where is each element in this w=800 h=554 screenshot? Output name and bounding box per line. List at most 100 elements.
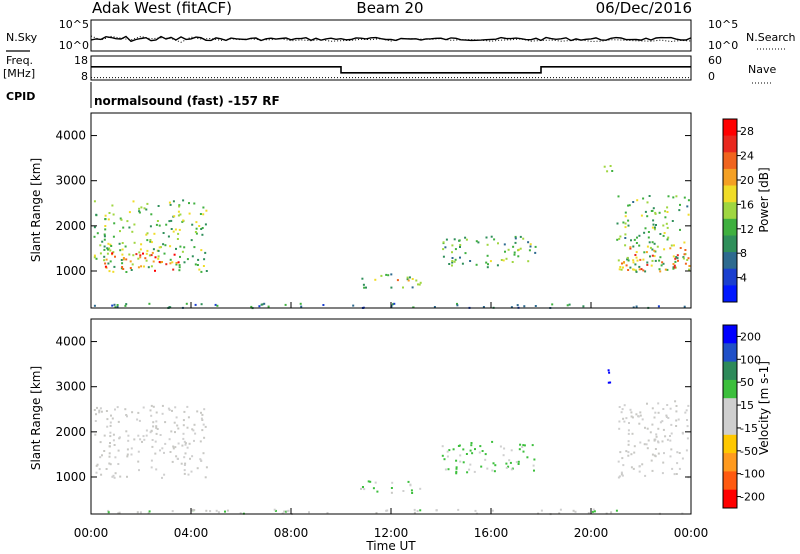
- y-tick-label: 2000: [55, 219, 86, 233]
- echo-cell: [582, 305, 585, 308]
- power-data: [93, 165, 691, 310]
- echo-cell: [179, 245, 182, 248]
- nave-label: Nave: [748, 63, 776, 76]
- echo-cell: [455, 472, 458, 475]
- echo-cell: [170, 430, 173, 433]
- echo-cell: [138, 251, 141, 254]
- echo-cell: [199, 440, 202, 443]
- echo-cell: [124, 408, 127, 411]
- echo-cell: [618, 237, 621, 240]
- echo-cell: [491, 469, 494, 472]
- echo-cell: [639, 441, 642, 444]
- colorbar-tick-label: 100: [740, 353, 761, 366]
- echo-cell: [203, 436, 206, 439]
- echo-cell: [178, 266, 181, 269]
- echo-cell: [566, 304, 569, 307]
- echo-cell: [195, 227, 198, 230]
- echo-cell: [644, 474, 647, 477]
- echo-cell: [146, 232, 149, 235]
- freq-panel-frame: [90, 55, 692, 81]
- echo-cell: [513, 251, 516, 254]
- echo-cell: [190, 239, 193, 242]
- echo-cell: [630, 466, 633, 469]
- echo-cell: [173, 253, 176, 256]
- echo-cell: [99, 407, 102, 410]
- echo-cell: [516, 304, 519, 307]
- echo-cell: [675, 405, 678, 407]
- echo-cell: [205, 270, 208, 272]
- echo-cell: [451, 244, 454, 247]
- echo-cell: [176, 457, 179, 460]
- echo-cell: [146, 249, 149, 252]
- echo-cell: [559, 508, 562, 511]
- echo-cell: [104, 262, 107, 265]
- echo-cell: [121, 242, 124, 244]
- echo-cell: [194, 432, 197, 435]
- colorbar-segment: [723, 152, 737, 170]
- echo-cell: [93, 226, 96, 229]
- echo-cell: [519, 235, 522, 238]
- echo-cell: [201, 233, 204, 236]
- echo-cell: [186, 258, 189, 261]
- echo-cell: [413, 508, 416, 511]
- echo-cell: [191, 255, 194, 258]
- echo-cell: [200, 303, 203, 306]
- echo-cell: [611, 170, 614, 172]
- echo-cell: [104, 228, 107, 231]
- echo-cell: [150, 254, 153, 257]
- echo-cell: [158, 224, 161, 227]
- echo-cell: [652, 207, 655, 210]
- echo-cell: [521, 446, 524, 448]
- echo-cell: [196, 264, 199, 266]
- echo-cell: [363, 488, 366, 491]
- echo-cell: [299, 302, 302, 305]
- echo-cell: [670, 432, 673, 435]
- echo-cell: [200, 270, 203, 273]
- echo-cell: [201, 413, 204, 416]
- echo-cell: [121, 253, 124, 256]
- echo-cell: [161, 404, 164, 407]
- colorbar-frame: [722, 118, 738, 303]
- colorbar-segment: [723, 453, 737, 472]
- echo-cell: [155, 411, 158, 414]
- echo-cell: [620, 411, 623, 414]
- echo-cell: [464, 236, 467, 239]
- velocity-colorbar: 200 100 50 15 -15 -50 -100 -200: [722, 324, 765, 509]
- echo-cell: [239, 512, 242, 515]
- echo-cell: [145, 208, 148, 211]
- echo-cell: [442, 241, 445, 244]
- echo-cell: [284, 303, 287, 306]
- echo-cell: [120, 259, 123, 261]
- echo-cell: [457, 445, 460, 447]
- echo-cell: [504, 250, 506, 253]
- echo-cell: [648, 195, 651, 197]
- echo-cell: [458, 239, 461, 242]
- echo-cell: [140, 265, 143, 268]
- freq-label: Freq.: [6, 54, 33, 67]
- echo-cell: [200, 249, 203, 252]
- echo-cell: [518, 448, 521, 451]
- echo-cell: [435, 509, 438, 512]
- echo-cell: [155, 425, 158, 428]
- echo-cell: [116, 305, 119, 308]
- echo-cell: [183, 440, 186, 443]
- velocity-data: [93, 369, 690, 516]
- echo-cell: [138, 207, 141, 210]
- echo-cell: [650, 459, 653, 462]
- echo-cell: [657, 402, 660, 405]
- echo-cell: [633, 451, 636, 454]
- echo-cell: [137, 257, 140, 260]
- echo-cell: [616, 238, 619, 241]
- colorbar-tick-label: 16: [740, 198, 754, 211]
- echo-cell: [137, 450, 140, 453]
- echo-cell: [684, 411, 687, 414]
- echo-cell: [416, 510, 419, 513]
- echo-cell: [678, 209, 681, 212]
- y-tick-label: 2000: [55, 425, 86, 439]
- echo-cell: [409, 484, 412, 487]
- echo-cell: [533, 469, 535, 472]
- echo-cell: [149, 409, 152, 412]
- echo-cell: [666, 238, 669, 241]
- echo-cell: [651, 407, 654, 410]
- echo-cell: [133, 241, 136, 244]
